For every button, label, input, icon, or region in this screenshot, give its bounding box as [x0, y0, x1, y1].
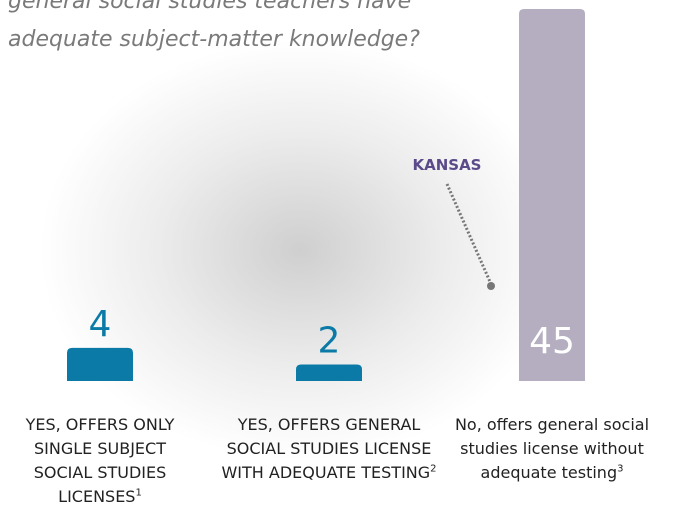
category-text: YES, OFFERS GENERAL SOCIAL STUDIES LICEN…: [221, 415, 432, 482]
bar: [296, 364, 362, 381]
value-label: 2: [318, 320, 341, 361]
footnote-marker: 2: [430, 463, 437, 475]
footnote-marker: 3: [617, 463, 624, 475]
annotation: KANSAS: [412, 156, 481, 174]
category-label: YES, OFFERS GENERAL SOCIAL STUDIES LICEN…: [214, 413, 444, 485]
annotation-dot: [487, 282, 495, 290]
category-label: YES, OFFERS ONLY SINGLE SUBJECT SOCIAL S…: [25, 413, 175, 509]
bar: [519, 9, 585, 381]
value-label: 4: [89, 304, 112, 345]
footnote-marker: 1: [135, 487, 142, 499]
bar: [67, 347, 133, 381]
value-label: 45: [529, 321, 575, 362]
category-label: No, offers general social studies licens…: [452, 413, 652, 485]
category-text: No, offers general social studies licens…: [454, 415, 650, 482]
background-glow: [40, 40, 560, 460]
category-text: YES, OFFERS ONLY SINGLE SUBJECT SOCIAL S…: [25, 415, 175, 506]
chart-title: general social studies teachers have ade…: [8, 0, 420, 52]
